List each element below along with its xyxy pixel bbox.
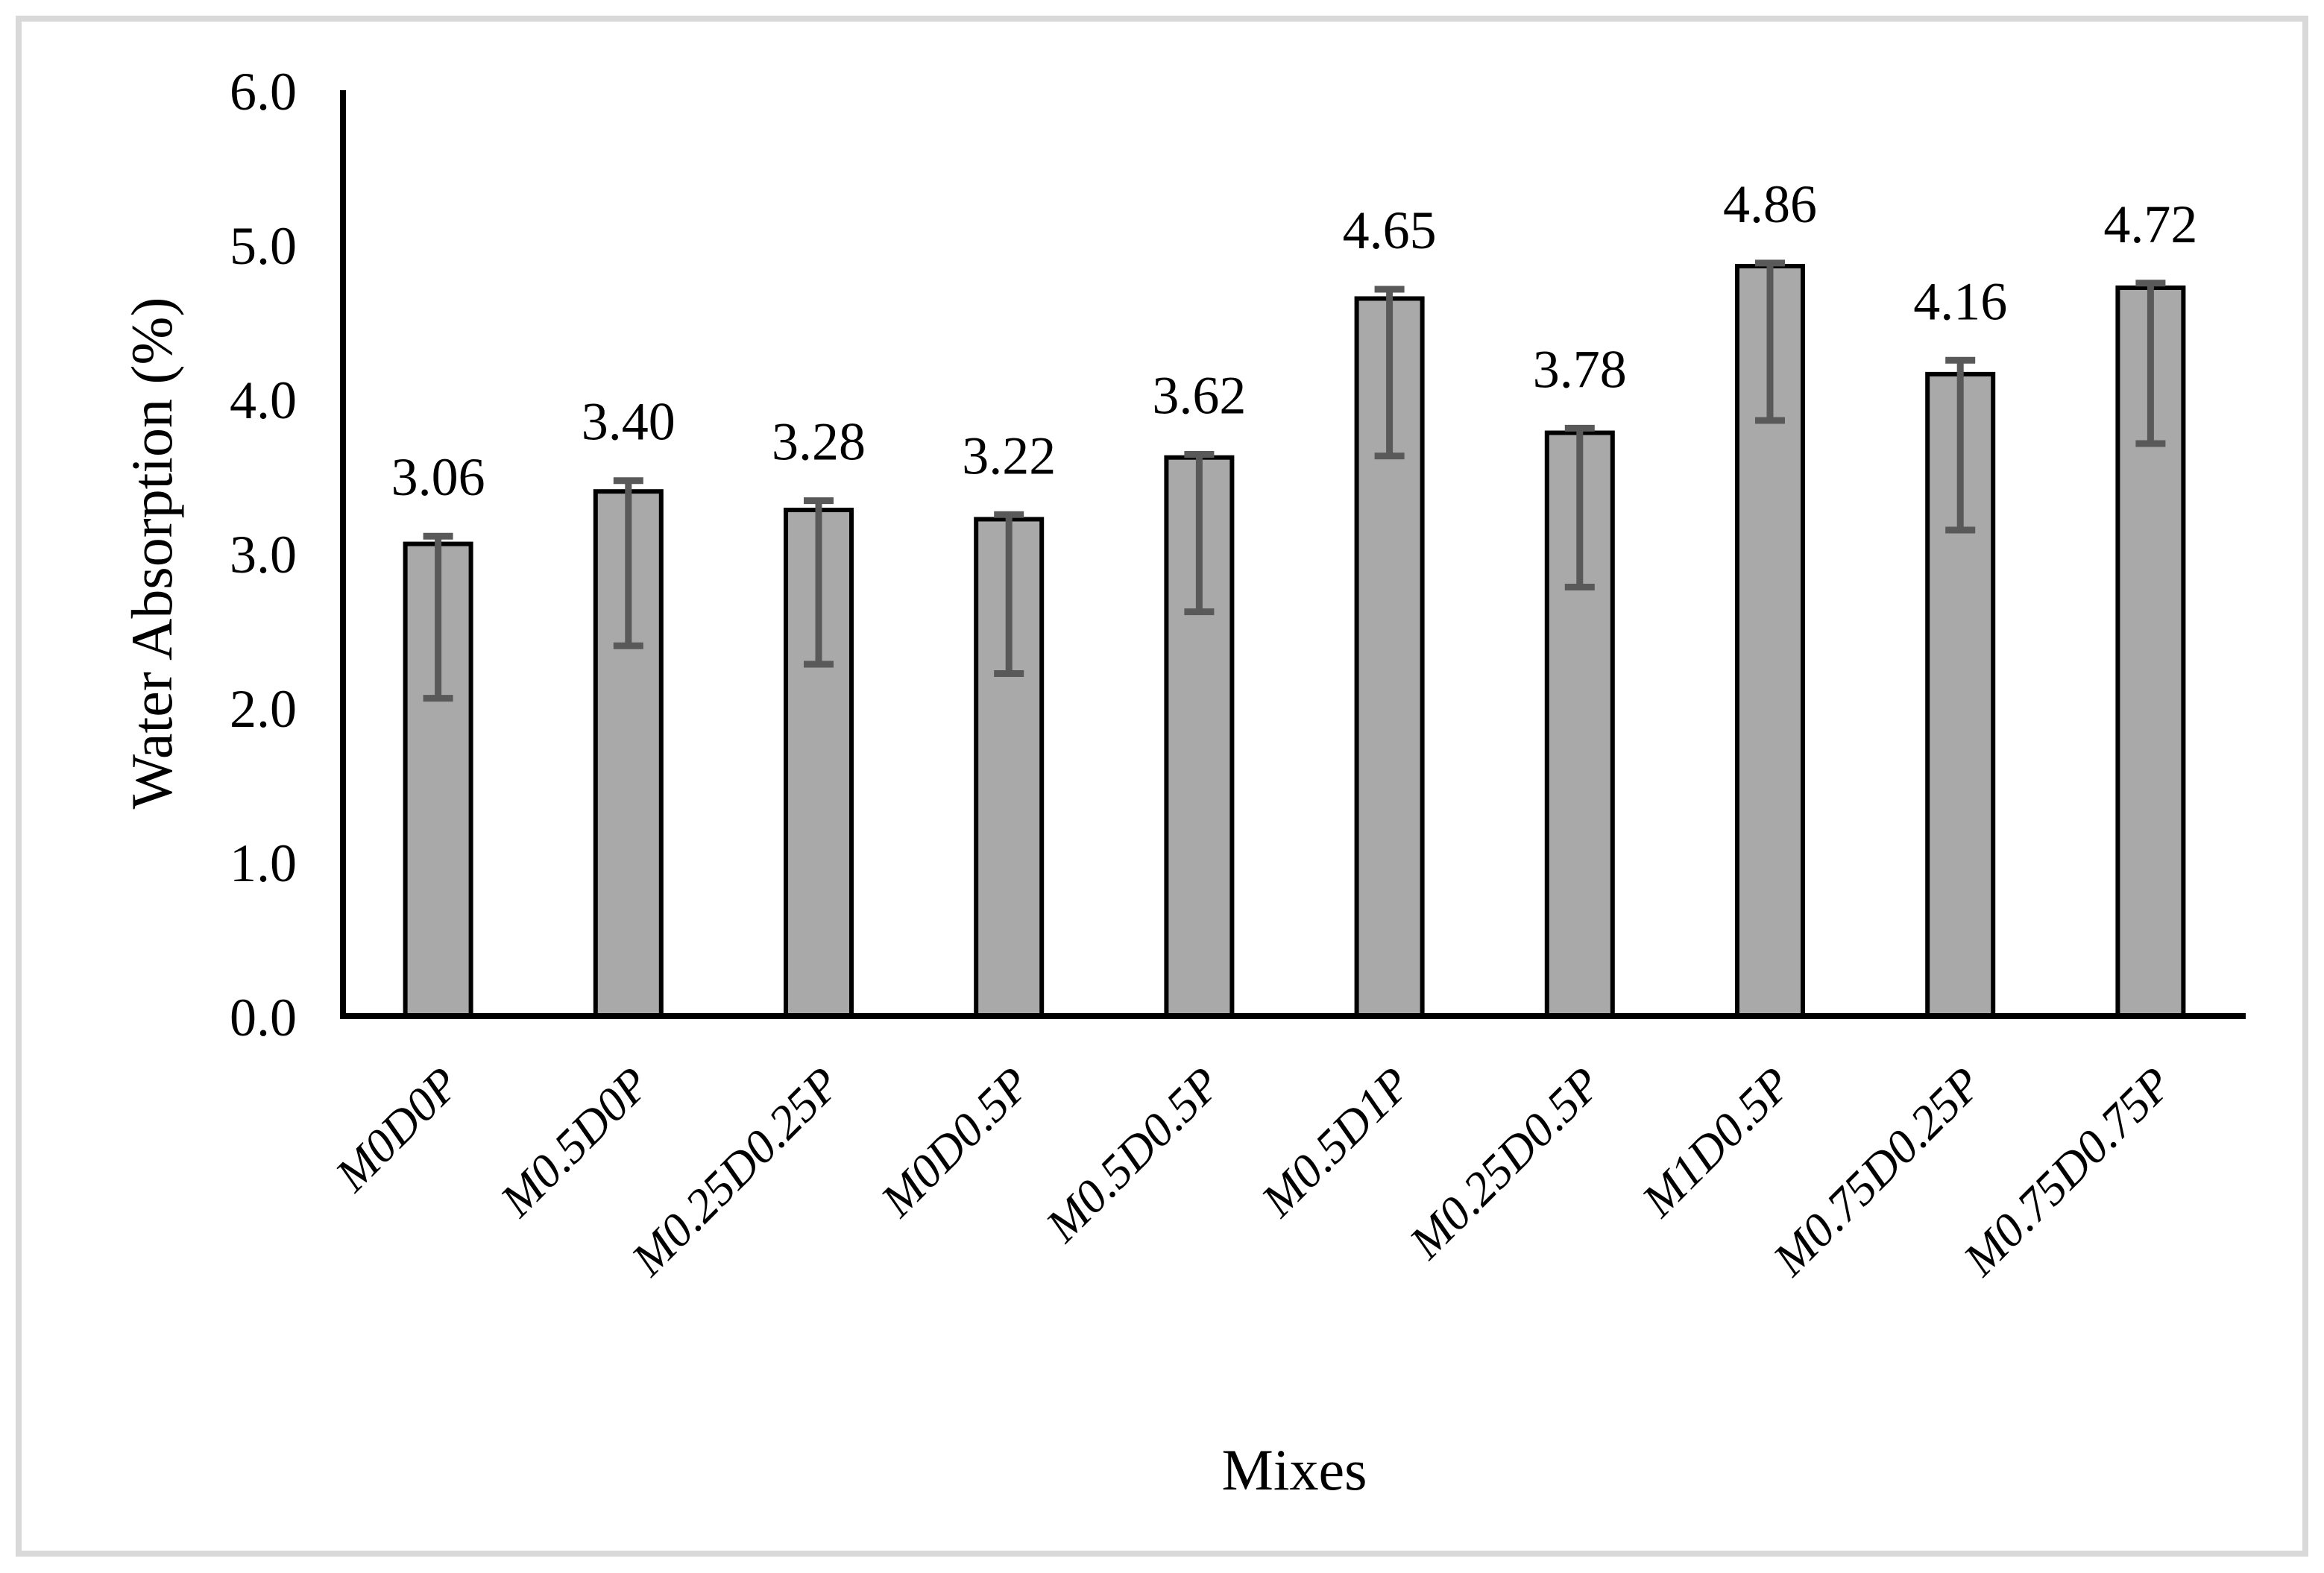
error-bar-M0.25D0.25P bbox=[804, 497, 834, 668]
data-label-M0.25D0.25P: 3.28 bbox=[772, 412, 866, 472]
error-bar-M0D0P bbox=[423, 532, 453, 702]
y-tick-label-0.0: 0.0 bbox=[230, 988, 297, 1047]
error-bar-M0.25D0.5P bbox=[1564, 424, 1595, 591]
error-bar-M0.75D0.75P bbox=[2135, 280, 2166, 447]
data-labels: 3.06 3.40 3.28 3.22 3.62 4.65 3.78 4.86 4.16 4.72 bbox=[391, 174, 2198, 507]
error-bar-M0.5D1P bbox=[1374, 286, 1405, 460]
data-label-M0.5D0.5P: 3.62 bbox=[1152, 366, 1246, 426]
data-label-M0.5D0P: 3.40 bbox=[582, 392, 676, 452]
data-label-M0.25D0.5P: 3.78 bbox=[1533, 339, 1627, 399]
error-bar-M0D0.5P bbox=[994, 511, 1024, 677]
data-label-M0.75D0.25P: 4.16 bbox=[1913, 271, 2007, 331]
y-tick-label-2.0: 2.0 bbox=[230, 679, 297, 739]
data-label-M0.5D1P: 4.65 bbox=[1343, 201, 1437, 260]
y-axis-title: Water Absorption (%) bbox=[119, 297, 184, 810]
error-bar-M0.75D0.25P bbox=[1945, 356, 1976, 534]
error-bar-M1D0.5P bbox=[1755, 259, 1785, 424]
error-bar-M0.5D0.5P bbox=[1184, 451, 1215, 616]
y-tick-label-3.0: 3.0 bbox=[230, 525, 297, 584]
y-tick-label-6.0: 6.0 bbox=[230, 62, 297, 122]
figure-border bbox=[16, 16, 2308, 1557]
y-tick-label-4.0: 4.0 bbox=[230, 371, 297, 430]
data-label-M0D0.5P: 3.22 bbox=[962, 426, 1056, 485]
y-tick-label-5.0: 5.0 bbox=[230, 216, 297, 276]
error-bar-M0.5D0P bbox=[613, 477, 643, 649]
y-tick-label-1.0: 1.0 bbox=[230, 833, 297, 893]
bar-M0.25D0.25P bbox=[784, 508, 854, 1018]
x-axis-title: Mixes bbox=[1222, 1437, 1367, 1502]
error-bars-group bbox=[423, 259, 2166, 702]
data-label-M0D0P: 3.06 bbox=[391, 447, 485, 507]
data-label-M0.75D0.75P: 4.72 bbox=[2103, 195, 2197, 254]
y-tick-labels: 0.0 1.0 2.0 3.0 4.0 5.0 6.0 bbox=[230, 62, 297, 1047]
data-label-M1D0.5P: 4.86 bbox=[1723, 174, 1817, 234]
